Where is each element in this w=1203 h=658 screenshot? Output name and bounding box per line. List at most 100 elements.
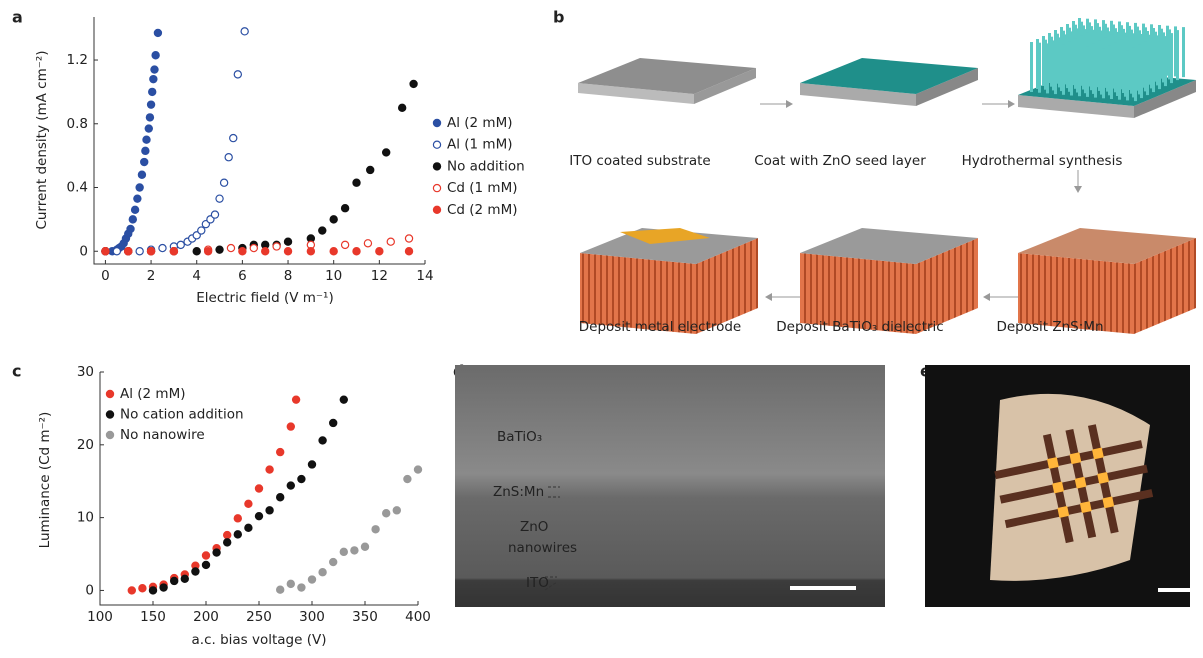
data-point <box>361 543 368 550</box>
x-tick-label: 350 <box>352 609 378 625</box>
data-point <box>142 147 149 154</box>
data-point <box>308 461 315 468</box>
x-tick-label: 14 <box>416 268 433 284</box>
data-point <box>298 584 305 591</box>
legend-marker <box>106 411 113 418</box>
nanowire <box>1182 27 1185 77</box>
panel-label: a <box>12 8 23 27</box>
y-axis-label: Luminance (Cd m⁻²) <box>37 412 53 549</box>
data-point <box>138 171 145 178</box>
data-point <box>319 227 326 234</box>
data-point <box>387 238 394 245</box>
data-point <box>221 179 228 186</box>
nanowire <box>1126 50 1129 100</box>
data-point <box>330 419 337 426</box>
legend-label: Cd (1 mM) <box>447 180 518 196</box>
legend-label: Al (2 mM) <box>120 386 186 402</box>
data-point <box>405 235 412 242</box>
layer-label: nanowires <box>508 540 577 556</box>
data-point <box>136 248 143 255</box>
step-caption: ITO coated substrate <box>569 153 710 169</box>
step-caption: Deposit ZnS:Mn <box>996 319 1103 335</box>
x-axis-label: a.c. bias voltage (V) <box>192 632 327 648</box>
y-tick-label: 0.4 <box>67 180 88 196</box>
data-point <box>298 475 305 482</box>
data-point <box>342 205 349 212</box>
data-point <box>277 494 284 501</box>
data-point <box>293 396 300 403</box>
step-caption: Hydrothermal synthesis <box>962 153 1123 169</box>
data-point <box>146 114 153 121</box>
nanowire <box>1094 48 1097 98</box>
data-point <box>245 524 252 531</box>
step-caption: Coat with ZnO seed layer <box>754 153 926 169</box>
data-point <box>145 125 152 132</box>
data-point <box>170 248 177 255</box>
data-point <box>410 80 417 87</box>
data-point <box>202 552 209 559</box>
x-axis-label: Electric field (V m⁻¹) <box>196 290 334 306</box>
data-point <box>143 136 150 143</box>
data-point <box>234 531 241 538</box>
data-point <box>330 248 337 255</box>
data-point <box>127 225 134 232</box>
data-point <box>277 448 284 455</box>
nanowire <box>1038 43 1041 93</box>
y-tick-label: 20 <box>77 437 94 453</box>
data-point <box>241 28 248 35</box>
data-point <box>330 216 337 223</box>
panel-label: b <box>553 8 564 27</box>
layer-label: ZnO <box>520 519 548 535</box>
data-point <box>192 568 199 575</box>
data-point <box>364 240 371 247</box>
data-point <box>147 248 154 255</box>
data-point <box>351 547 358 554</box>
nanowire <box>1110 49 1113 99</box>
x-tick-label: 0 <box>101 268 110 284</box>
legend-marker <box>106 431 113 438</box>
data-point <box>181 575 188 582</box>
data-point <box>102 248 109 255</box>
legend-label: No nanowire <box>120 427 205 443</box>
nanowire <box>1078 46 1081 96</box>
data-point <box>393 507 400 514</box>
y-tick-label: 1.2 <box>67 52 88 68</box>
data-point <box>160 584 167 591</box>
y-tick-label: 10 <box>77 510 94 526</box>
nanowire <box>1102 48 1105 98</box>
data-point <box>404 475 411 482</box>
data-point <box>139 585 146 592</box>
data-point <box>151 66 158 73</box>
layer-label: ZnS:Mn <box>493 484 544 500</box>
y-tick-label: 0 <box>85 582 94 598</box>
data-point <box>128 587 135 594</box>
nanowire <box>1164 36 1167 86</box>
data-point <box>224 539 231 546</box>
data-point <box>205 248 212 255</box>
figure: a b c d e ITO coated substrateCoat with … <box>0 0 1203 654</box>
data-point <box>154 29 161 36</box>
photo <box>925 365 1190 607</box>
data-point <box>234 71 241 78</box>
data-point <box>227 244 234 251</box>
x-tick-label: 150 <box>140 609 166 625</box>
data-point <box>367 166 374 173</box>
data-point <box>245 500 252 507</box>
legend-label: No addition <box>447 158 525 174</box>
data-point <box>134 195 141 202</box>
legend-label: Al (1 mM) <box>447 137 513 153</box>
data-point <box>193 248 200 255</box>
x-tick-label: 4 <box>192 268 201 284</box>
x-tick-label: 8 <box>284 268 293 284</box>
data-point <box>342 241 349 248</box>
data-point <box>213 549 220 556</box>
data-point <box>353 179 360 186</box>
layer-label: BaTiO₃ <box>497 429 542 445</box>
y-tick-label: 0.8 <box>67 116 88 132</box>
data-point <box>150 76 157 83</box>
data-point <box>273 243 280 250</box>
nanowire <box>1140 48 1143 98</box>
data-point <box>141 158 148 165</box>
data-point <box>177 241 184 248</box>
data-point <box>255 485 262 492</box>
